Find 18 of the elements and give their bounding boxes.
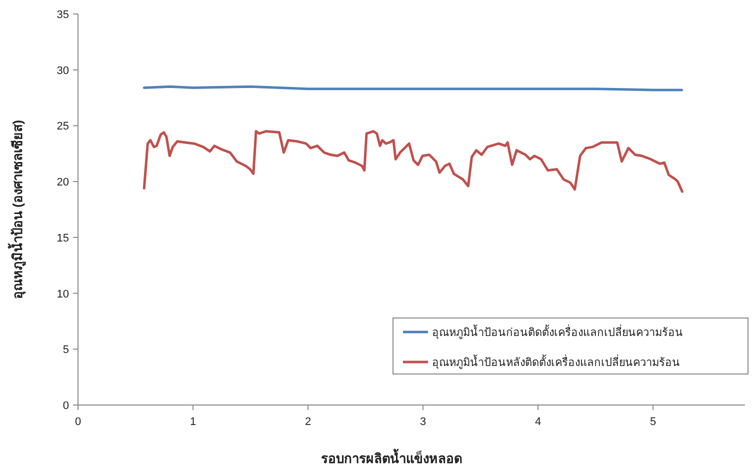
x-axis-title: รอบการผลิตน้ำแข็งหลอด [321,448,462,466]
y-tick-label: 20 [56,176,69,189]
x-tick-label: 3 [420,416,426,428]
y-tick-label: 5 [62,344,69,356]
y-tick-label: 15 [56,232,69,244]
y-tick-label: 10 [56,288,69,300]
legend-label: อุณหภูมิน้ำป้อนก่อนติดตั้งเครื่องแลกเปลี่ยนความร้อน [432,324,683,339]
x-tick-label: 4 [534,416,542,428]
y-axis-title: อุณหภูมิน้ำป้อน (องศาเซลเซียส) [7,120,26,300]
x-tick-label: 2 [304,416,312,428]
y-tick-label: 0 [62,400,69,412]
y-tick-label: 35 [56,9,69,21]
x-tick-label: 1 [190,416,196,428]
y-tick-label: 25 [56,120,69,133]
x-tick-label: 5 [650,416,656,428]
legend-label: อุณหภูมิน้ำป้อนหลังติดตั้งเครื่องแลกเปลี่ยนความร้อน [432,354,680,369]
y-tick-label: 30 [56,64,69,77]
x-tick-label: 0 [74,416,82,428]
